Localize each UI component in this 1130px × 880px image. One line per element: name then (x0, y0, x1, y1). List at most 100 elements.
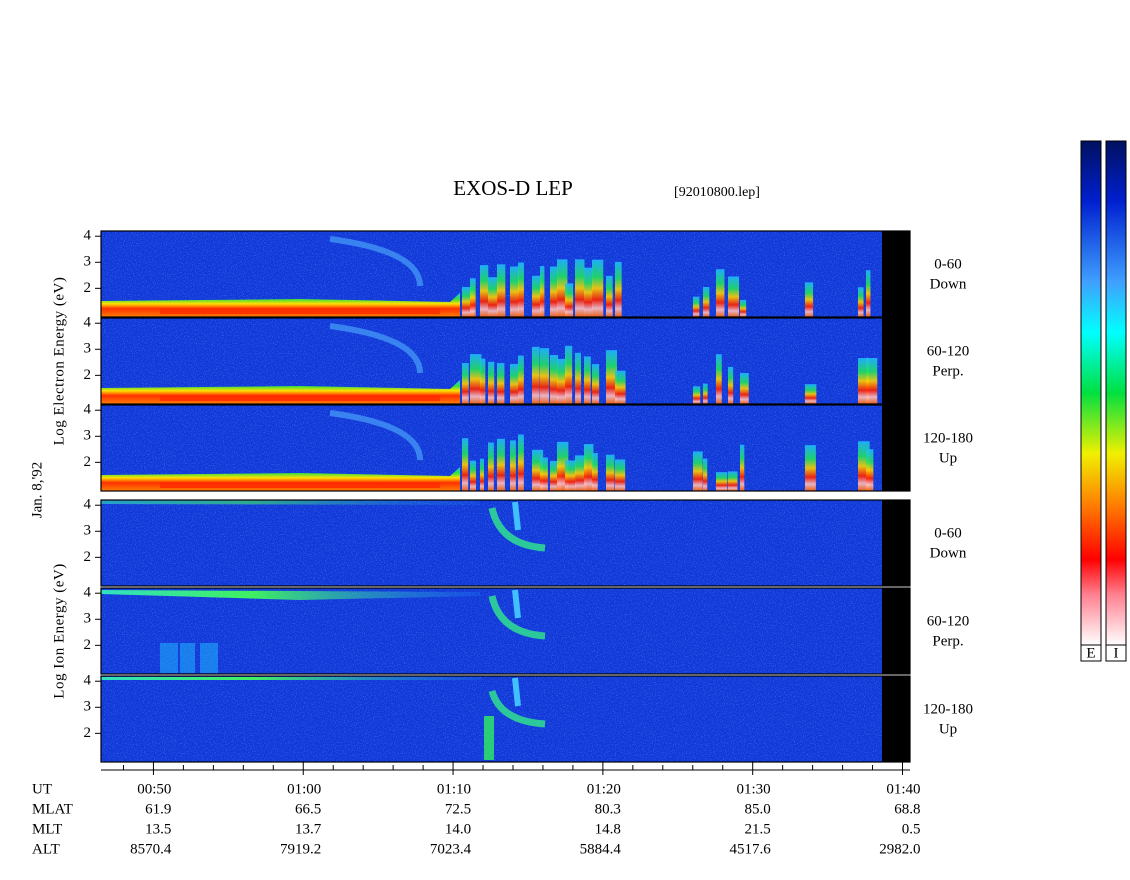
burst (557, 358, 567, 404)
burst (615, 370, 626, 404)
x-tick-label: 01:30 (737, 781, 771, 797)
burst (728, 366, 734, 404)
burst (518, 355, 524, 404)
streak (101, 590, 480, 600)
panel-frame (100, 675, 911, 763)
no-data (882, 405, 910, 491)
y-tick-label: 2 (84, 454, 92, 470)
burst (557, 441, 569, 491)
burst (615, 459, 626, 491)
ephemeris-value: 61.9 (145, 801, 171, 817)
burst (470, 460, 476, 491)
burst (575, 455, 587, 491)
band-core (160, 308, 440, 314)
ephemeris-value: 13.7 (295, 821, 322, 837)
ephemeris-value: 80.3 (595, 801, 621, 817)
y-tick-label: 2 (84, 725, 92, 741)
pitch-range: 120-180 (923, 701, 973, 717)
ion-burst (512, 589, 521, 619)
x-tick-label: 00:50 (137, 781, 171, 797)
ephemeris-label: MLAT (32, 801, 73, 817)
arc (329, 323, 423, 374)
burst (592, 453, 598, 491)
ion-burst (488, 689, 546, 728)
burst (480, 458, 485, 491)
color-bar-label-box (1080, 644, 1102, 662)
x-tick-label: 01:20 (587, 781, 621, 797)
pitch-direction: Down (930, 545, 967, 561)
pitch-direction: Down (930, 276, 967, 292)
burst (575, 259, 585, 317)
ephemeris-value: 14.0 (445, 821, 471, 837)
ephemeris-value: 66.5 (295, 801, 321, 817)
x-tick-label: 01:10 (437, 781, 471, 797)
pitch-direction: Up (939, 450, 957, 466)
patch (160, 643, 178, 673)
patch (180, 643, 195, 673)
no-data (882, 588, 910, 674)
burst (510, 266, 520, 317)
burst (510, 364, 519, 404)
burst (606, 350, 618, 404)
burst (488, 361, 495, 404)
ephemeris-value: 5884.4 (580, 841, 622, 857)
y-tick-label: 2 (84, 637, 92, 653)
burst (805, 445, 816, 491)
burst (728, 471, 738, 491)
burst (575, 352, 582, 404)
color-bar (1105, 140, 1127, 646)
ion-burst (488, 507, 546, 552)
y-tick-label: 4 (84, 228, 92, 244)
burst (550, 354, 559, 404)
burst (518, 262, 524, 317)
y-tick-label: 3 (84, 428, 92, 444)
burst (716, 269, 725, 317)
burst (550, 266, 558, 317)
y-tick-label: 2 (84, 549, 92, 565)
burst (703, 458, 708, 491)
panel-frame (100, 230, 911, 318)
burst (866, 449, 874, 491)
burst (488, 277, 499, 317)
ephemeris-value: 0.5 (902, 821, 921, 837)
arc (329, 410, 423, 461)
y-tick-label: 3 (84, 699, 92, 715)
pitch-direction: Up (939, 721, 957, 737)
burst (462, 363, 469, 404)
burst (470, 354, 482, 404)
color-bar (1080, 140, 1102, 646)
burst (693, 386, 701, 404)
y-axis-label: Log Electron Energy (eV) (51, 277, 67, 446)
color-bar-label: I (1114, 645, 1119, 661)
color-bar-label-box (1105, 644, 1127, 662)
burst (584, 444, 594, 491)
ephemeris-value: 7023.4 (430, 841, 472, 857)
burst (592, 364, 600, 404)
ephemeris-value: 14.8 (595, 821, 621, 837)
burst (497, 264, 506, 317)
pitch-range: 0-60 (934, 256, 962, 272)
date-label: Jan. 8,'92 (29, 462, 45, 518)
burst (540, 348, 550, 404)
y-tick-label: 4 (84, 315, 92, 331)
burst (703, 287, 710, 317)
panel-frame (100, 587, 911, 675)
pitch-range: 0-60 (934, 525, 962, 541)
color-bar-label: E (1086, 645, 1095, 661)
burst (510, 440, 516, 491)
ephemeris-label: ALT (32, 841, 60, 857)
ion-burst (488, 595, 546, 640)
pitch-range: 60-120 (927, 343, 970, 359)
burst (740, 299, 747, 317)
burst (532, 275, 542, 317)
burst (488, 442, 494, 491)
panel-frame (100, 404, 911, 492)
ephemeris-value: 8570.4 (130, 841, 172, 857)
burst (703, 383, 708, 404)
no-data (882, 676, 910, 762)
ephemeris-value: 13.5 (145, 821, 171, 837)
ephemeris-value: 7919.2 (280, 841, 321, 857)
burst (557, 259, 568, 317)
y-tick-label: 3 (84, 611, 92, 627)
arc (329, 236, 423, 287)
